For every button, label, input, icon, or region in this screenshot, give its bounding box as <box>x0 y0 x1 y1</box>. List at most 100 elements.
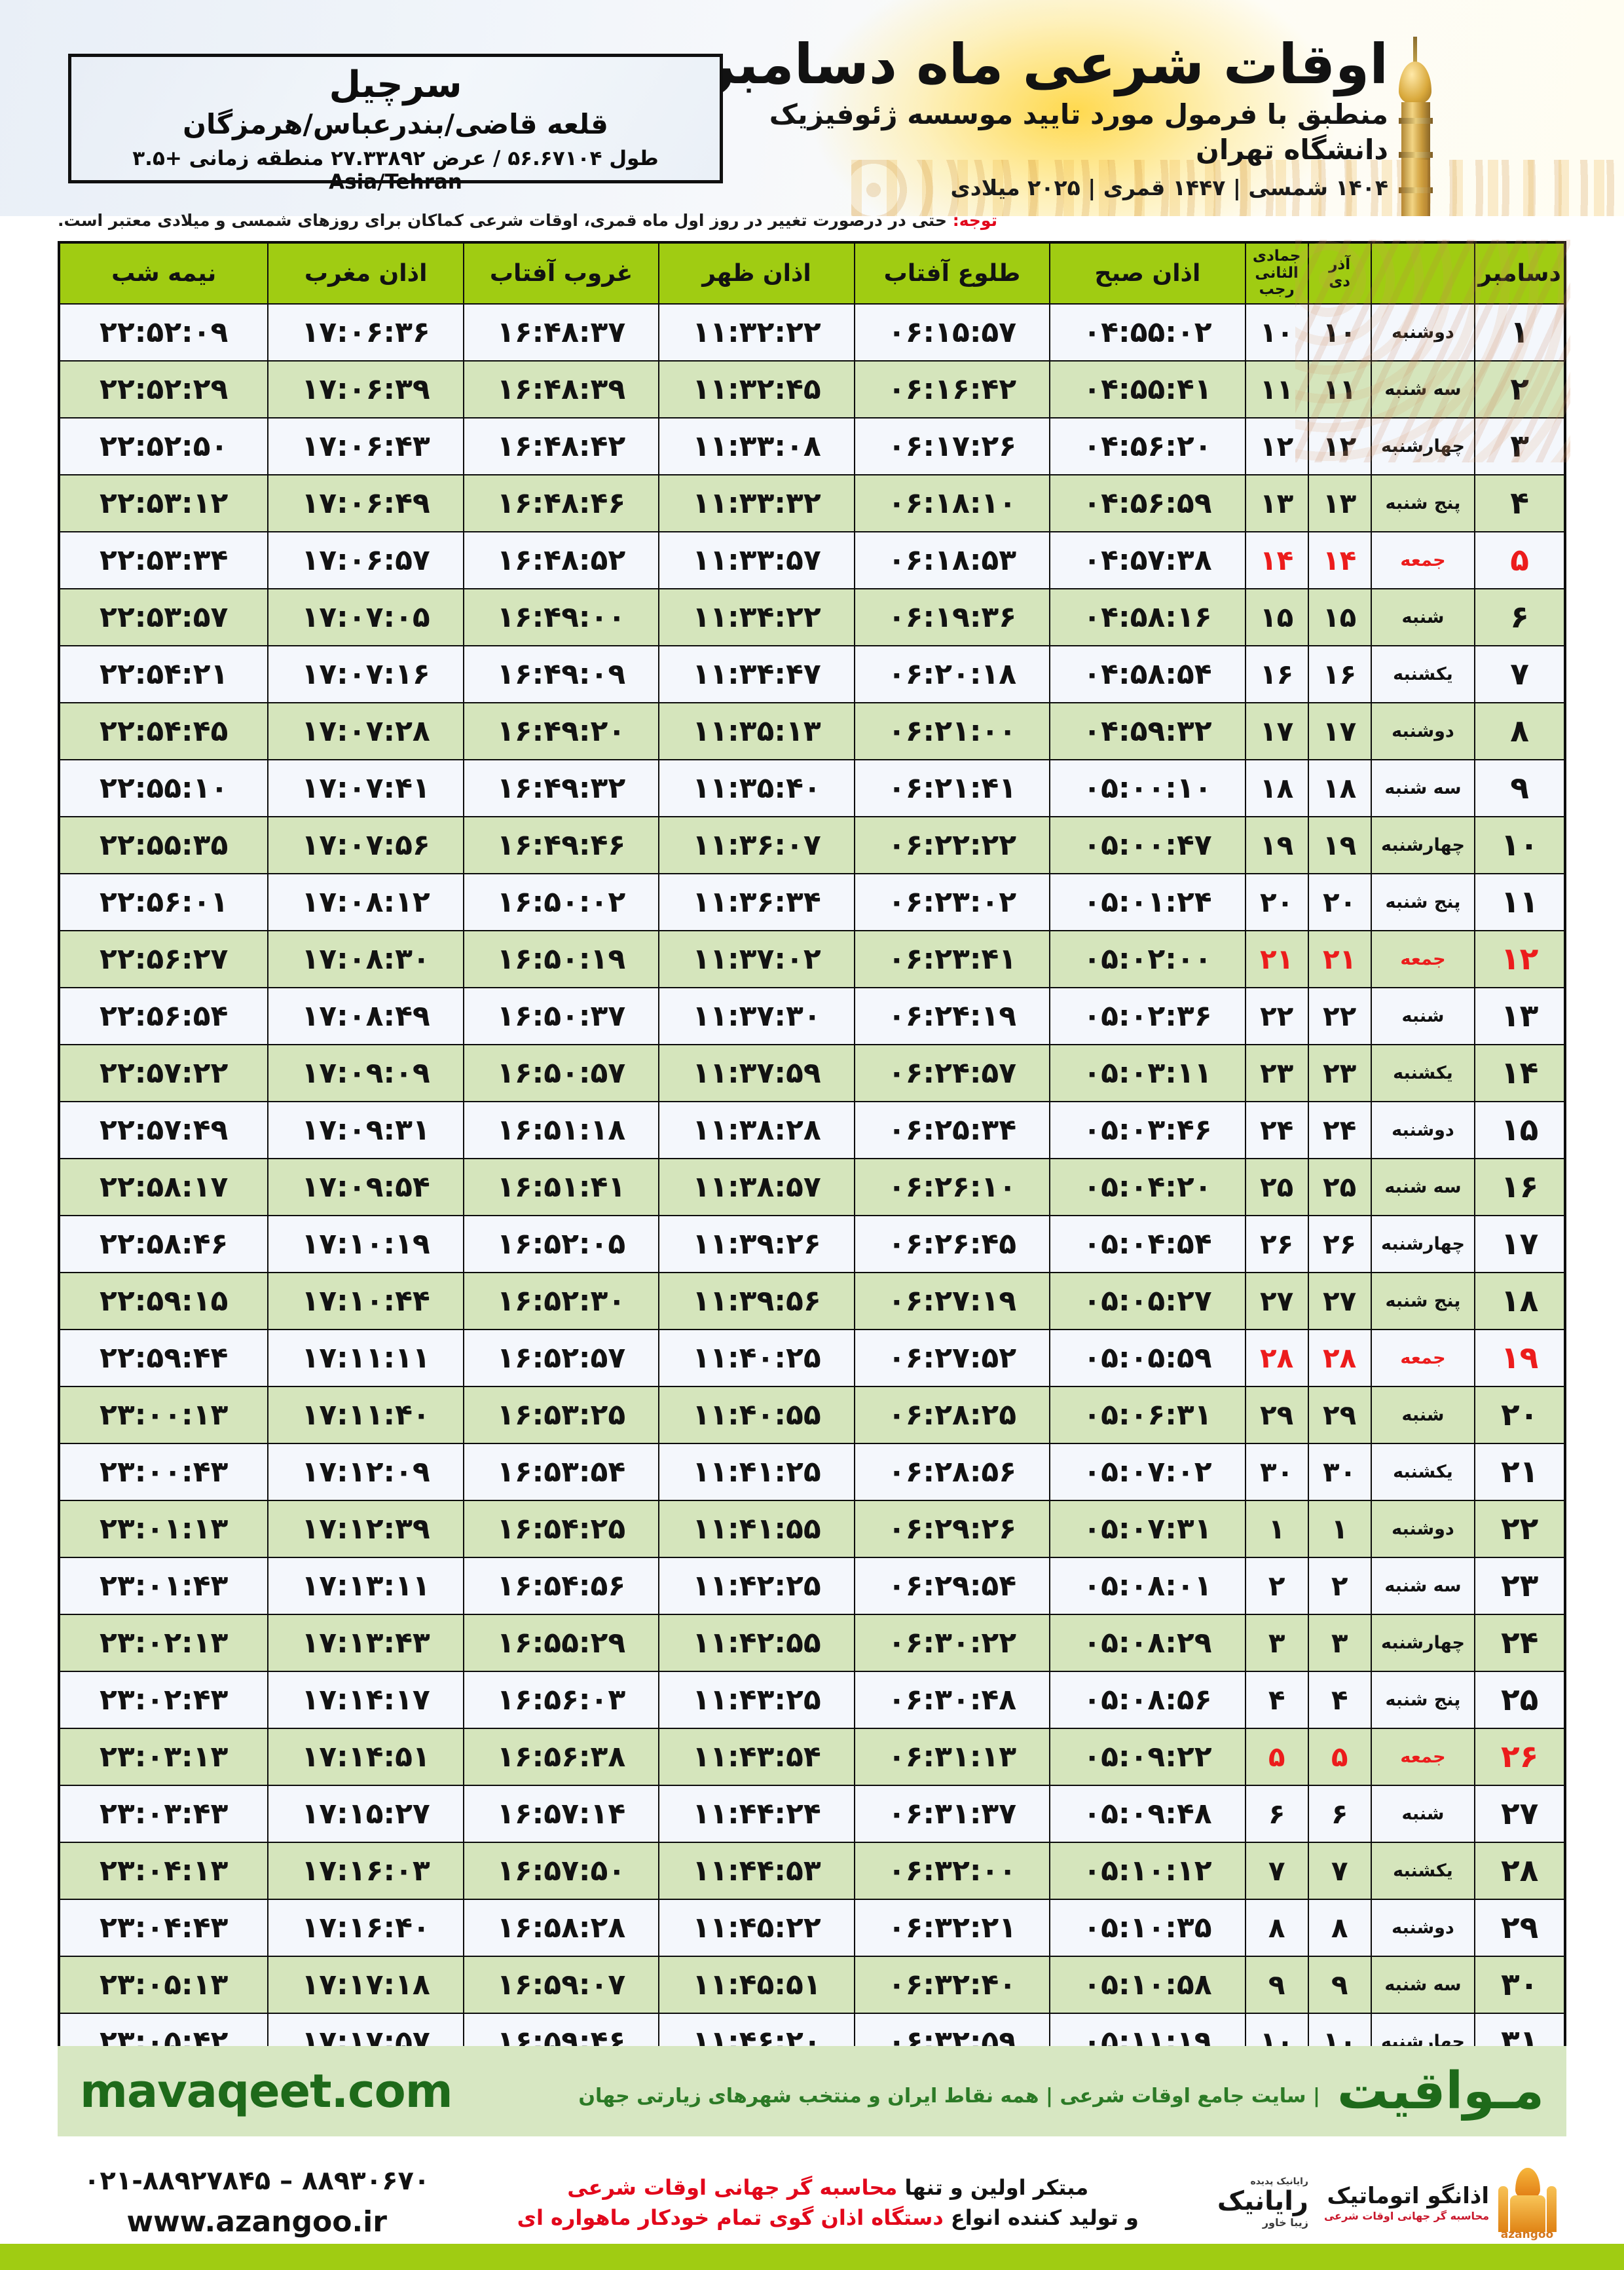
cell-midnight: ۲۳:۰۳:۴۳ <box>58 1785 269 1843</box>
cell-lunar: ۷ <box>1244 1842 1309 1900</box>
cell-fajr: ۰۵:۰۱:۲۴ <box>1049 873 1246 931</box>
cell-noon: ۱۱:۳۵:۴۰ <box>658 759 855 817</box>
cell-maghrib: ۱۷:۱۲:۳۹ <box>267 1500 464 1558</box>
cell-solar: ۲۳ <box>1307 1044 1372 1102</box>
cell-fajr: ۰۵:۱۰:۳۵ <box>1049 1899 1246 1957</box>
cell-day: ۲۳ <box>1474 1557 1566 1615</box>
cell-sunset: ۱۶:۴۹:۰۹ <box>462 645 660 703</box>
cell-lunar: ۳۰ <box>1244 1443 1309 1501</box>
cell-midnight: ۲۲:۵۲:۲۹ <box>58 360 269 419</box>
rayanik-name: رایانیک <box>1217 2186 1309 2216</box>
cell-maghrib: ۱۷:۱۳:۴۳ <box>267 1614 464 1672</box>
prayer-times-table: دسامبر آذر دی جمادی الثانی رجب اذان صبح … <box>58 241 1566 2072</box>
cell-fajr: ۰۵:۱۰:۵۸ <box>1049 1956 1246 2014</box>
cell-midnight: ۲۳:۰۵:۱۳ <box>58 1956 269 2014</box>
cell-noon: ۱۱:۴۰:۵۵ <box>658 1386 855 1444</box>
cell-sunset: ۱۶:۴۸:۳۷ <box>462 303 660 362</box>
cell-solar: ۱۸ <box>1307 759 1372 817</box>
table-row: ۹ سه شنبه ۱۸ ۱۸ ۰۵:۰۰:۱۰ ۰۶:۲۱:۴۱ ۱۱:۳۵:۴۰ ۱۶:۴… <box>58 759 1566 817</box>
cell-lunar: ۲۹ <box>1244 1386 1309 1444</box>
cell-maghrib: ۱۷:۰۶:۳۹ <box>267 360 464 419</box>
cell-weekday: یکشنبه <box>1370 1443 1476 1501</box>
note-line: توجه: حتی در درصورت تغییر در روز اول ماه… <box>0 211 1624 230</box>
cell-day: ۱۲ <box>1474 930 1566 988</box>
cell-lunar: ۲۵ <box>1244 1158 1309 1216</box>
cell-weekday: جمعه <box>1370 930 1476 988</box>
cell-noon: ۱۱:۳۳:۰۸ <box>658 417 855 475</box>
cell-midnight: ۲۲:۵۳:۳۴ <box>58 531 269 589</box>
cell-day: ۳ <box>1474 417 1566 475</box>
cell-sunrise: ۰۶:۳۰:۴۸ <box>853 1671 1051 1729</box>
cell-lunar: ۱۴ <box>1244 531 1309 589</box>
cell-weekday: چهارشنبه <box>1370 1215 1476 1273</box>
table-row: ۵ جمعه ۱۴ ۱۴ ۰۴:۵۷:۳۸ ۰۶:۱۸:۵۳ ۱۱:۳۳:۵۷ ۱۶:۴۸:۵… <box>58 531 1566 589</box>
cell-maghrib: ۱۷:۰۸:۴۹ <box>267 987 464 1045</box>
location-name: سرچیل <box>329 64 462 106</box>
cell-day: ۲۴ <box>1474 1614 1566 1672</box>
table-row: ۳۰ سه شنبه ۹ ۹ ۰۵:۱۰:۵۸ ۰۶:۳۲:۴۰ ۱۱:۴۵:۵۱ ۱۶:۵۹… <box>58 1956 1566 2014</box>
col-header-solar-bottom: دی <box>1329 272 1351 290</box>
cell-noon: ۱۱:۴۱:۲۵ <box>658 1443 855 1501</box>
slogan-line-1: مبتکر اولین و تنها محاسبه گر جهانی اوقات… <box>517 2172 1139 2203</box>
cell-noon: ۱۱:۳۹:۲۶ <box>658 1215 855 1273</box>
contact-website[interactable]: www.azangoo.ir <box>126 2205 387 2239</box>
cell-lunar: ۲۶ <box>1244 1215 1309 1273</box>
table-row: ۲ سه شنبه ۱۱ ۱۱ ۰۴:۵۵:۴۱ ۰۶:۱۶:۴۲ ۱۱:۳۲:۴۵ ۱۶:۴… <box>58 360 1566 419</box>
cell-noon: ۱۱:۳۶:۳۴ <box>658 873 855 931</box>
cell-sunrise: ۰۶:۲۴:۵۷ <box>853 1044 1051 1102</box>
cell-lunar: ۲۰ <box>1244 873 1309 931</box>
cell-maghrib: ۱۷:۰۹:۰۹ <box>267 1044 464 1102</box>
cell-fajr: ۰۴:۵۶:۲۰ <box>1049 417 1246 475</box>
cell-sunset: ۱۶:۴۸:۵۲ <box>462 531 660 589</box>
cell-sunset: ۱۶:۴۹:۴۶ <box>462 816 660 874</box>
cell-sunrise: ۰۶:۲۸:۲۵ <box>853 1386 1051 1444</box>
table-row: ۲۷ شنبه ۶ ۶ ۰۵:۰۹:۴۸ ۰۶:۳۱:۳۷ ۱۱:۴۴:۲۴ ۱۶:۵۷:۱۴… <box>58 1785 1566 1843</box>
cell-noon: ۱۱:۴۴:۲۴ <box>658 1785 855 1843</box>
table-row: ۱۹ جمعه ۲۸ ۲۸ ۰۵:۰۵:۵۹ ۰۶:۲۷:۵۲ ۱۱:۴۰:۲۵ ۱۶:۵۲:… <box>58 1329 1566 1387</box>
cell-sunset: ۱۶:۵۲:۰۵ <box>462 1215 660 1273</box>
cell-solar: ۲ <box>1307 1557 1372 1615</box>
cell-midnight: ۲۲:۵۴:۴۵ <box>58 702 269 760</box>
cell-maghrib: ۱۷:۰۷:۴۱ <box>267 759 464 817</box>
cell-weekday: سه شنبه <box>1370 360 1476 419</box>
cell-weekday: پنج شنبه <box>1370 873 1476 931</box>
cell-noon: ۱۱:۳۸:۵۷ <box>658 1158 855 1216</box>
cell-solar: ۵ <box>1307 1728 1372 1786</box>
cell-sunrise: ۰۶:۱۸:۵۳ <box>853 531 1051 589</box>
col-header-sunrise: طلوع آفتاب <box>853 242 1051 305</box>
brand-url[interactable]: mavaqeet.com <box>80 2064 453 2118</box>
cell-maghrib: ۱۷:۱۳:۱۱ <box>267 1557 464 1615</box>
cell-sunrise: ۰۶:۲۸:۵۶ <box>853 1443 1051 1501</box>
cell-weekday: جمعه <box>1370 1329 1476 1387</box>
table-row: ۲۰ شنبه ۲۹ ۲۹ ۰۵:۰۶:۳۱ ۰۶:۲۸:۲۵ ۱۱:۴۰:۵۵ ۱۶:۵۳:… <box>58 1386 1566 1444</box>
cell-weekday: شنبه <box>1370 588 1476 646</box>
cell-midnight: ۲۲:۵۳:۵۷ <box>58 588 269 646</box>
cell-maghrib: ۱۷:۰۸:۳۰ <box>267 930 464 988</box>
cell-lunar: ۱۵ <box>1244 588 1309 646</box>
rayanik-top-label: رایانیک پدیده <box>1250 2176 1308 2187</box>
table-row: ۳ چهارشنبه ۱۲ ۱۲ ۰۴:۵۶:۲۰ ۰۶:۱۷:۲۶ ۱۱:۳۳:۰۸ ۱۶:… <box>58 417 1566 475</box>
table-row: ۲۸ یکشنبه ۷ ۷ ۰۵:۱۰:۱۲ ۰۶:۳۲:۰۰ ۱۱:۴۴:۵۳ ۱۶:۵۷:… <box>58 1842 1566 1900</box>
col-header-noon: اذان ظهر <box>658 242 855 305</box>
cell-fajr: ۰۴:۵۷:۳۸ <box>1049 531 1246 589</box>
cell-sunrise: ۰۶:۱۶:۴۲ <box>853 360 1051 419</box>
cell-solar: ۲۸ <box>1307 1329 1372 1387</box>
cell-maghrib: ۱۷:۰۷:۱۶ <box>267 645 464 703</box>
rayanik-logo: رایانیک پدیده رایانیک زیبا خاور <box>1217 2176 1309 2229</box>
cell-fajr: ۰۵:۰۴:۵۴ <box>1049 1215 1246 1273</box>
cell-lunar: ۶ <box>1244 1785 1309 1843</box>
cell-lunar: ۴ <box>1244 1671 1309 1729</box>
table-row: ۲۱ یکشنبه ۳۰ ۳۰ ۰۵:۰۷:۰۲ ۰۶:۲۸:۵۶ ۱۱:۴۱:۲۵ ۱۶:۵… <box>58 1443 1566 1501</box>
cell-maghrib: ۱۷:۱۱:۱۱ <box>267 1329 464 1387</box>
slogan-line-1-plain: مبتکر اولین و تنها <box>897 2174 1089 2200</box>
cell-lunar: ۲ <box>1244 1557 1309 1615</box>
table-row: ۱۴ یکشنبه ۲۳ ۲۳ ۰۵:۰۳:۱۱ ۰۶:۲۴:۵۷ ۱۱:۳۷:۵۹ ۱۶:۵… <box>58 1044 1566 1102</box>
cell-fajr: ۰۵:۰۵:۲۷ <box>1049 1272 1246 1330</box>
cell-weekday: دوشنبه <box>1370 1101 1476 1159</box>
contact-phone[interactable]: ۰۲۱-۸۸۹۲۷۸۴۵ – ۸۸۹۳۰۶۷۰ <box>84 2166 430 2197</box>
cell-day: ۲۷ <box>1474 1785 1566 1843</box>
cell-fajr: ۰۵:۰۰:۴۷ <box>1049 816 1246 874</box>
cell-maghrib: ۱۷:۰۶:۴۳ <box>267 417 464 475</box>
cell-midnight: ۲۲:۵۶:۵۴ <box>58 987 269 1045</box>
cell-sunrise: ۰۶:۱۹:۳۶ <box>853 588 1051 646</box>
